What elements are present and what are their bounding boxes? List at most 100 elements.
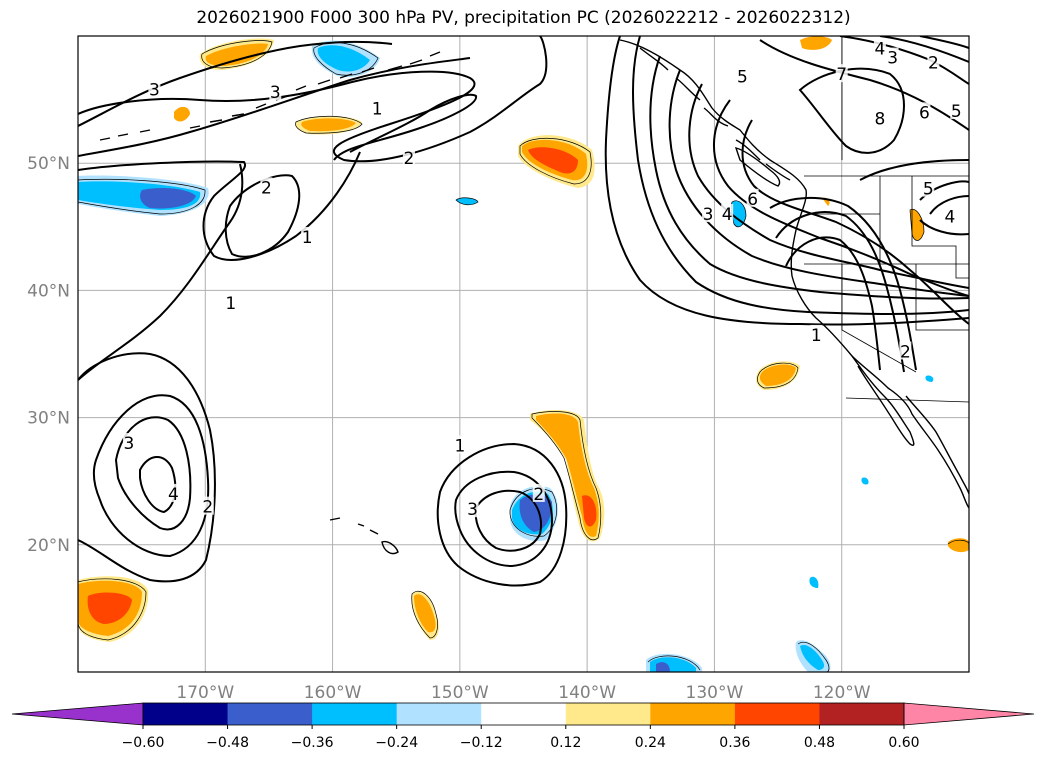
contour-label: 2 bbox=[900, 342, 911, 362]
pv-contour bbox=[474, 489, 542, 552]
figure-title: 2026021900 F000 300 hPa PV, precipitatio… bbox=[196, 8, 851, 28]
colorbar-segment bbox=[819, 703, 905, 725]
colorbar-segment bbox=[565, 703, 651, 725]
contour-label-bg bbox=[943, 206, 956, 225]
contour-label-bg bbox=[922, 178, 935, 197]
contour-label: 2 bbox=[261, 178, 272, 198]
colorbar-segment bbox=[312, 703, 398, 725]
contour-label-bg bbox=[886, 47, 899, 66]
colorbar-tick-label: −0.48 bbox=[206, 735, 249, 751]
contour-label: 2 bbox=[533, 485, 544, 505]
contour-label: 2 bbox=[404, 149, 415, 169]
contour-label: 8 bbox=[874, 110, 885, 130]
coastline-alaska-panhandle bbox=[639, 47, 791, 181]
contour-label-bg bbox=[148, 79, 161, 98]
contour-label: 1 bbox=[372, 100, 383, 120]
pv-contour bbox=[454, 470, 554, 568]
contour-label: 1 bbox=[225, 294, 236, 314]
colorbar-tick-label: −0.12 bbox=[460, 735, 503, 751]
contour-label-bg bbox=[810, 324, 823, 343]
contour-label-bg bbox=[873, 108, 886, 127]
lat-tick-label: 50°N bbox=[27, 154, 70, 174]
pv-contour bbox=[859, 159, 969, 181]
contour-label-bg bbox=[301, 226, 314, 245]
contour-label: 5 bbox=[737, 68, 748, 88]
precip-outlines bbox=[78, 40, 969, 672]
contour-label-bg bbox=[950, 101, 963, 120]
state-borders bbox=[804, 36, 969, 403]
lat-tick-label: 30°N bbox=[27, 409, 70, 429]
precip-blob-neg bbox=[456, 197, 478, 205]
contour-label: 5 bbox=[951, 102, 962, 122]
pv-contour bbox=[649, 55, 969, 300]
hawaiian-islands bbox=[329, 517, 399, 555]
pv-contour bbox=[668, 69, 969, 297]
colorbar-tick-label: 0.60 bbox=[888, 735, 919, 751]
precip-blob-pos bbox=[87, 592, 132, 624]
precip-blob-neg bbox=[140, 188, 196, 209]
pv-contour bbox=[224, 174, 301, 258]
colorbar-tick-label: 0.24 bbox=[635, 735, 666, 751]
pv-contour bbox=[688, 83, 969, 289]
contour-label-bg bbox=[167, 483, 180, 502]
vancouver-island bbox=[734, 147, 781, 187]
map-frame bbox=[77, 35, 970, 673]
contour-label: 3 bbox=[703, 205, 714, 225]
coastline-north-america bbox=[619, 39, 969, 509]
contour-label: 1 bbox=[811, 326, 822, 346]
contour-label-bg bbox=[466, 499, 479, 518]
pv-contour bbox=[632, 36, 969, 315]
contour-label: 6 bbox=[919, 103, 930, 123]
colorbar-tick-label: −0.24 bbox=[375, 735, 418, 751]
lon-tick-label: 150°W bbox=[431, 683, 489, 703]
contour-label: 4 bbox=[944, 208, 955, 228]
coastlines bbox=[99, 39, 969, 555]
lon-tick-label: 120°W bbox=[813, 683, 871, 703]
contour-label-bg bbox=[899, 341, 912, 360]
colorbar-segment bbox=[650, 703, 736, 725]
contour-label-bg bbox=[371, 98, 384, 117]
colorbar-extend-high bbox=[903, 702, 1035, 726]
colorbar-tick-label: 0.36 bbox=[719, 735, 750, 751]
contour-label-bg bbox=[873, 38, 886, 57]
precip-blob-pos bbox=[528, 147, 578, 174]
contour-label-bg bbox=[269, 81, 282, 100]
axis-labels: 170°W 160°W 150°W 140°W 130°W 120°W 20°N 30°N 40… bbox=[27, 154, 871, 703]
precip-blob-neg bbox=[519, 494, 552, 532]
contour-label: 4 bbox=[722, 205, 733, 225]
contour-label: 7 bbox=[836, 65, 847, 85]
contour-label-bg bbox=[224, 293, 237, 312]
coastline-baja bbox=[851, 355, 915, 446]
contour-label: 4 bbox=[874, 40, 885, 60]
coastline-mexico bbox=[905, 395, 969, 495]
contour-label-bg bbox=[721, 204, 734, 223]
contour-label: 6 bbox=[747, 190, 758, 210]
pv-contour bbox=[114, 416, 192, 531]
contour-label-bg bbox=[927, 52, 940, 71]
lon-tick-label: 130°W bbox=[686, 683, 744, 703]
contour-label-bg bbox=[736, 66, 749, 85]
contour-label: 5 bbox=[923, 180, 934, 200]
precip-shading bbox=[78, 36, 969, 672]
map-background bbox=[78, 36, 969, 672]
contour-label: 1 bbox=[302, 228, 313, 248]
precip-blob-neg bbox=[800, 644, 825, 670]
contour-label: 2 bbox=[202, 498, 213, 518]
contour-label-bg bbox=[402, 148, 415, 167]
pv-contour bbox=[798, 67, 905, 154]
precip-blob-neg bbox=[656, 662, 670, 672]
colorbar-extend-low bbox=[11, 702, 144, 726]
pv-contour bbox=[78, 151, 361, 261]
pv-contour bbox=[78, 352, 216, 583]
contour-label-bg bbox=[835, 64, 848, 83]
pv-contours bbox=[78, 36, 969, 587]
contour-label: 3 bbox=[887, 49, 898, 69]
contour-label-bg bbox=[746, 188, 759, 207]
precip-blob-pos bbox=[414, 594, 436, 633]
colorbar-segment bbox=[734, 703, 820, 725]
pv-contour bbox=[92, 394, 210, 558]
pv-contour bbox=[741, 119, 969, 325]
precip-blob-pos bbox=[948, 538, 969, 553]
precip-blob-neg bbox=[861, 477, 869, 485]
pv-contour bbox=[436, 442, 568, 587]
